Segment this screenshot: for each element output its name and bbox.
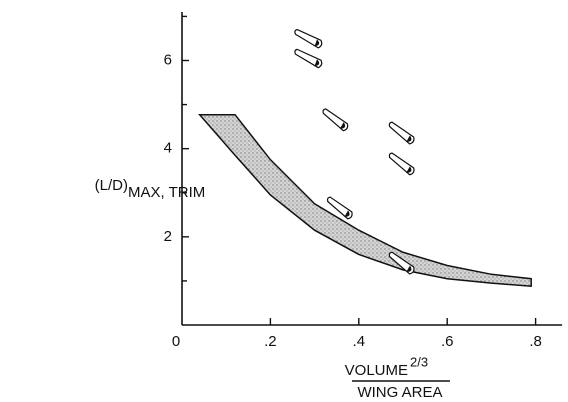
x-tick-label: .6	[441, 333, 454, 350]
x-tick-label: 0	[172, 333, 180, 350]
vehicle-base	[339, 122, 346, 129]
x-label-bottom: WING AREA	[357, 384, 442, 401]
vehicle-body	[388, 251, 415, 275]
vehicle-icon	[326, 196, 353, 220]
vehicle-body	[322, 108, 349, 132]
y-tick-label: 2	[164, 228, 172, 245]
vehicle-base	[314, 39, 320, 47]
y-label-sub: MAX, TRIM	[128, 184, 205, 201]
x-label-sup: 2/3	[410, 354, 428, 369]
y-tick-label: 4	[164, 140, 172, 157]
vehicle-base	[406, 166, 412, 173]
vehicle-base	[344, 210, 350, 217]
y-tick-label: 6	[164, 51, 172, 68]
x-tick-label: .8	[529, 333, 542, 350]
vehicle-body	[294, 28, 323, 49]
vehicle-icon	[294, 28, 323, 49]
band	[198, 113, 532, 288]
x-tick-label: .4	[353, 333, 366, 350]
vehicle-icon	[388, 121, 415, 145]
vehicle-icon	[388, 152, 415, 176]
vehicle-body	[388, 121, 415, 145]
x-label-top: VOLUME	[345, 362, 408, 379]
vehicle-icon	[294, 48, 323, 69]
vehicle-base	[406, 135, 412, 142]
x-tick-label: .2	[264, 333, 277, 350]
vehicle-body	[294, 48, 323, 69]
vehicle-body	[388, 152, 415, 176]
vehicle-icon	[388, 251, 415, 275]
vehicle-icon	[322, 108, 349, 132]
vehicle-base	[406, 265, 412, 272]
y-label: (L/D)	[95, 177, 128, 194]
vehicle-base	[314, 59, 320, 67]
vehicle-body	[326, 196, 353, 220]
